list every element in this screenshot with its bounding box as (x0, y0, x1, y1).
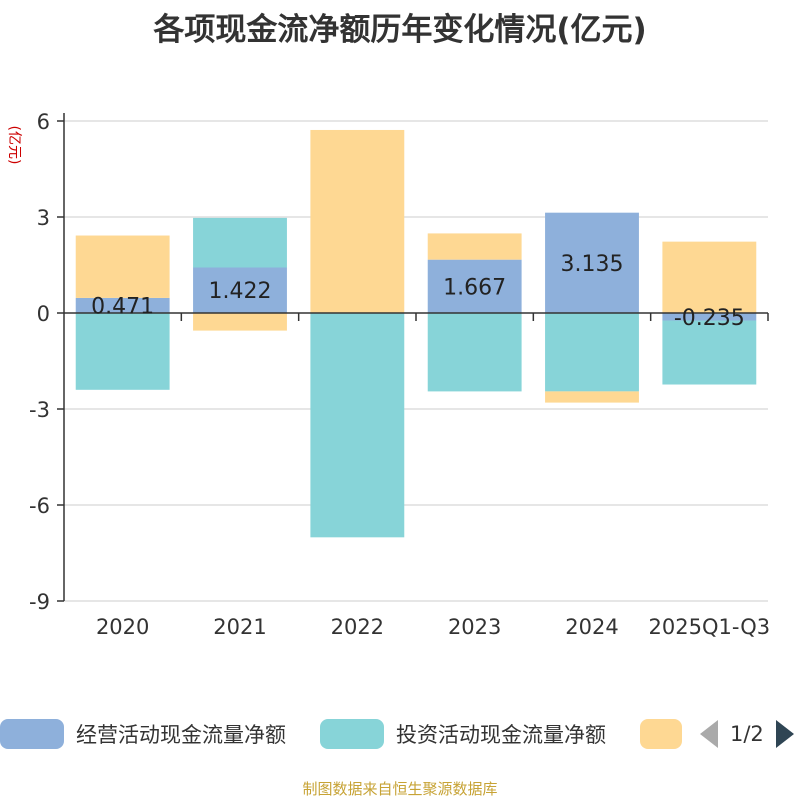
data-labels: 0.471 1.422 1.667 3.135 -0.235 (91, 252, 745, 331)
y-tick-label: 3 (37, 206, 50, 230)
bar-2021-series-0 (193, 267, 287, 313)
y-tick-label: 6 (37, 110, 50, 134)
bar-2024-series-2 (545, 391, 639, 403)
legend: 经营活动现金流量净额 投资活动现金流量净额 (0, 716, 800, 756)
legend-swatch-financing (640, 719, 682, 749)
x-tick-label: 2024 (565, 615, 618, 639)
bar-2024-series-0 (545, 212, 639, 313)
bar-2022-series-2 (310, 129, 405, 313)
y-tick-label: 0 (37, 302, 50, 326)
x-tick-label: 2025Q1-Q3 (649, 615, 771, 639)
data-label: 3.135 (561, 252, 624, 277)
data-label: -0.235 (674, 306, 745, 331)
bar-2020-series-2 (75, 235, 170, 298)
x-tick-label: 2021 (213, 615, 266, 639)
legend-label-operating: 经营活动现金流量净额 (76, 723, 286, 747)
bar-2023-series-2 (427, 233, 522, 260)
bar-2021-series-1 (193, 217, 287, 268)
x-tick-label: 2023 (448, 615, 501, 639)
bar-2020-series-1 (75, 313, 170, 390)
y-tick-label: -9 (29, 590, 50, 614)
bar-2025Q1-Q3-series-2 (662, 241, 757, 313)
data-label: 1.667 (443, 275, 506, 300)
legend-item-financing[interactable] (640, 716, 694, 752)
legend-pager: 1/2 (700, 716, 794, 752)
legend-swatch-operating (0, 719, 64, 749)
axes: 6 3 0 -3 -6 -9 2020 2021 2022 2023 2024 2025Q1-Q3 (29, 110, 770, 639)
bars (75, 129, 757, 538)
source-note: 制图数据来自恒生聚源数据库 (302, 780, 498, 798)
grid-lines (64, 120, 768, 602)
bar-2022-series-1 (310, 313, 405, 538)
bar-2021-series-2 (193, 313, 287, 331)
legend-item-operating[interactable]: 经营活动现金流量净额 (0, 716, 286, 752)
x-tick-label: 2020 (96, 615, 149, 639)
legend-swatch-investing (320, 719, 384, 749)
y-axis-label: (亿元) (6, 126, 22, 165)
bar-2024-series-1 (545, 313, 639, 392)
chart-title: 各项现金流净额历年变化情况(亿元) (153, 12, 647, 48)
data-label: 0.471 (91, 294, 154, 319)
legend-next-icon[interactable] (775, 720, 794, 748)
legend-page-indicator: 1/2 (730, 722, 764, 746)
bar-2020-series-0 (75, 297, 170, 313)
y-tick-label: -3 (29, 398, 50, 422)
legend-label-investing: 投资活动现金流量净额 (396, 723, 606, 747)
bar-2023-series-1 (427, 313, 522, 392)
legend-item-investing[interactable]: 投资活动现金流量净额 (320, 716, 606, 752)
bar-2025Q1-Q3-series-1 (662, 320, 757, 385)
legend-prev-icon[interactable] (700, 720, 718, 748)
x-tick-label: 2022 (331, 615, 384, 639)
data-label: 1.422 (209, 279, 272, 304)
bar-2023-series-0 (427, 259, 522, 313)
y-tick-label: -6 (29, 494, 50, 518)
bar-2025Q1-Q3-series-0 (662, 313, 757, 321)
